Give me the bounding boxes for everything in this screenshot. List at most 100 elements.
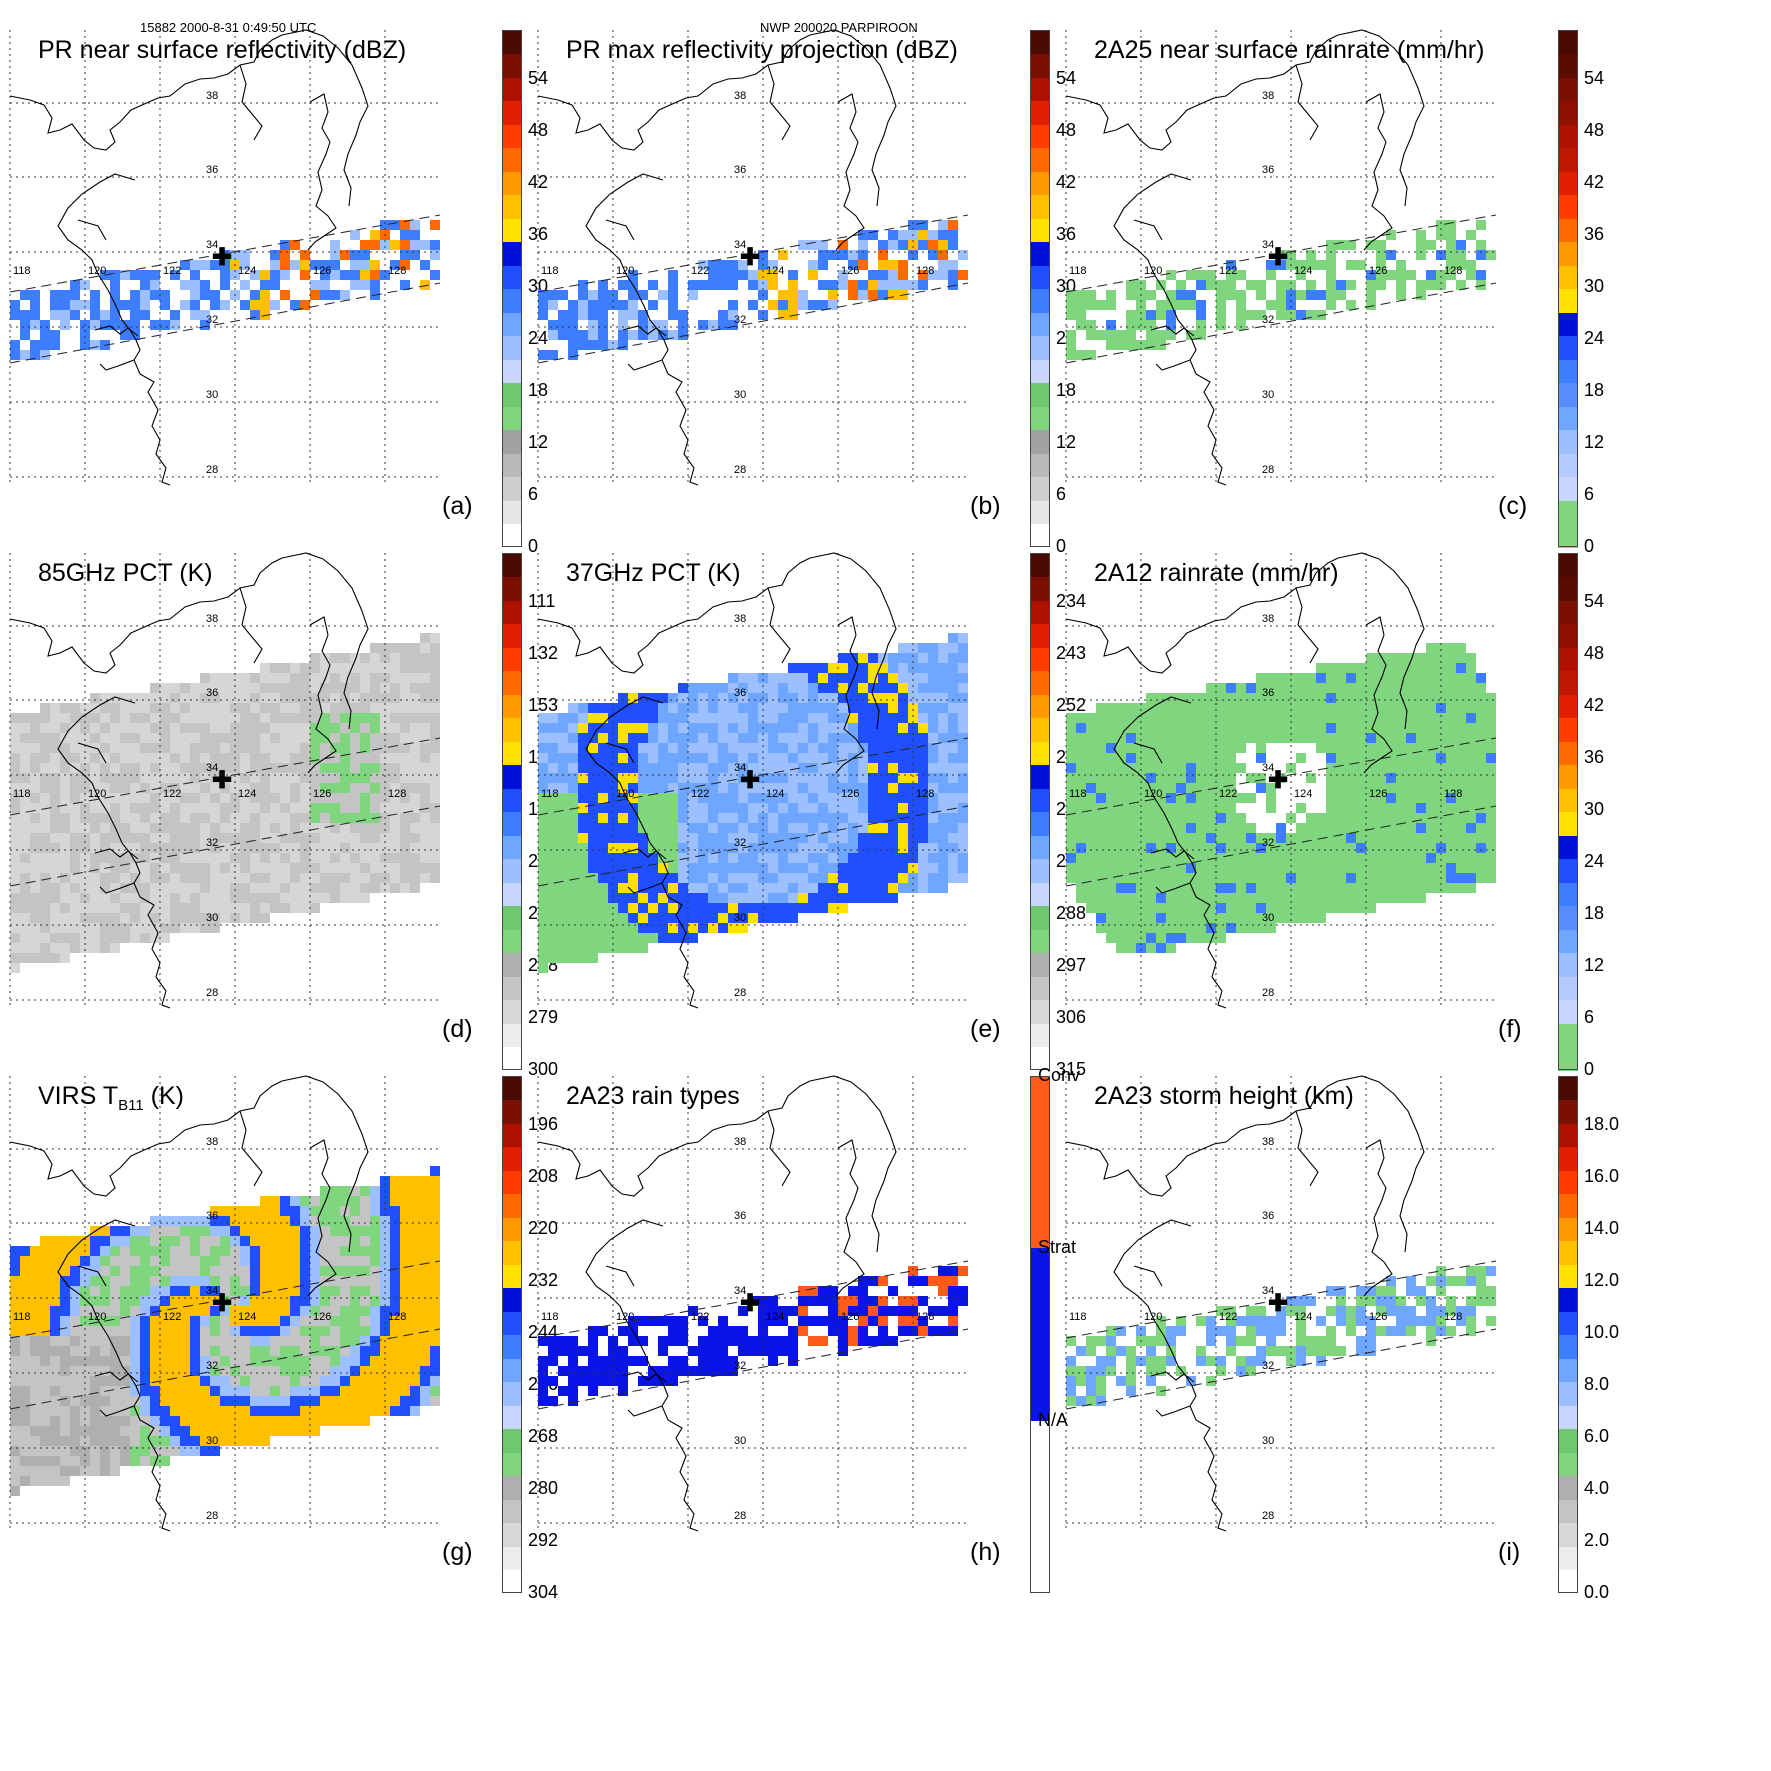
lon-label: 124 (1294, 265, 1312, 277)
field-layer (538, 220, 968, 360)
colorbar-frame (502, 30, 522, 547)
colorbar: 18.0 16.0 14.0 12.0 10.0 8.0 6.0 4.0 2.0 0.0 (1558, 1076, 1628, 1601)
panel-b: 118 120 122 124 126 128 38 36 34 32 30 28 ✚ PR max re… (537, 29, 1076, 555)
panel-letter: (g) (442, 1538, 473, 1566)
colorbar-swatch (1558, 764, 1578, 789)
lat-label: 28 (1262, 1510, 1274, 1522)
colorbar-swatch (1030, 194, 1050, 219)
colorbar-tick: 48 (1056, 120, 1077, 140)
field-layer (1066, 220, 1496, 360)
colorbar-swatch (1030, 858, 1050, 883)
lat-label: 36 (1262, 687, 1274, 699)
colorbar-tick: 10.0 (1584, 1322, 1620, 1342)
plus-icon: ✚ (740, 1290, 761, 1317)
colorbar-tick: 232 (528, 1270, 559, 1290)
colorbar-tick: 48 (1584, 643, 1605, 663)
colorbar-swatch (1558, 312, 1578, 337)
colorbar-swatch (502, 835, 522, 860)
colorbar-swatch (1030, 382, 1050, 407)
lon-label: 122 (691, 788, 709, 800)
lat-label: 36 (1262, 1210, 1274, 1222)
colorbar-swatch (502, 647, 522, 672)
colorbar-tick: 2.0 (1584, 1530, 1610, 1550)
lat-label: 38 (1262, 90, 1274, 102)
lat-label: 28 (734, 987, 746, 999)
colorbar: 234243252261270279288297306315 (1030, 553, 1100, 1078)
lat-label: 34 (206, 762, 218, 774)
lon-label: 122 (163, 265, 181, 277)
lon-label: 126 (1369, 265, 1387, 277)
lat-label: 32 (734, 837, 746, 849)
colorbar-swatch (1558, 382, 1578, 407)
colorbar-swatch (502, 523, 522, 548)
colorbar-tick: 4.0 (1584, 1478, 1610, 1498)
colorbar: 54 48 42 36 30 24 18 12 6 0 (1558, 30, 1628, 555)
swath-edges (1065, 737, 1497, 887)
colorbar-label: N/A (1038, 1410, 1069, 1430)
colorbar-tick: 12.0 (1584, 1270, 1620, 1290)
lat-label: 32 (206, 837, 218, 849)
lon-label: 120 (88, 788, 106, 800)
lat-label: 30 (734, 912, 746, 924)
colorbar-swatch (1030, 288, 1050, 313)
colorbar-tick: 18 (1584, 380, 1605, 400)
lat-label: 28 (734, 1510, 746, 1522)
colorbar-swatch (502, 429, 522, 454)
colorbar-swatch (1030, 265, 1050, 290)
lat-label: 32 (1262, 837, 1274, 849)
colorbar-swatch (1558, 670, 1578, 695)
colorbar-swatch (502, 1193, 522, 1218)
colorbar-tick: 315 (1056, 1059, 1087, 1079)
field-layer (1066, 643, 1496, 953)
colorbar-swatch (1558, 976, 1578, 1001)
colorbar-swatch (502, 1405, 522, 1430)
field-layer (1066, 1266, 1496, 1406)
colorbar-swatch (502, 1123, 522, 1148)
panel-letter: (b) (970, 492, 1001, 520)
colorbar-swatch (1558, 1546, 1578, 1571)
colorbar-swatch (1558, 218, 1578, 243)
lon-label: 122 (1219, 1311, 1237, 1323)
colorbar-swatch (502, 124, 522, 149)
lat-label: 32 (206, 1360, 218, 1372)
map-f: 118 120 122 124 126 128 38 36 34 32 30 28 (1065, 552, 1497, 1009)
panel-title: 85GHz PCT (K) (38, 559, 213, 588)
colorbar-swatch (502, 1452, 522, 1477)
header-storm-name: NWP 200020 PARPIROON (760, 20, 918, 35)
colorbar-swatch (1558, 147, 1578, 172)
colorbar-swatch (1558, 523, 1578, 548)
panel-title-text: 85GHz PCT (K) (38, 559, 213, 587)
lon-label: 126 (1369, 1311, 1387, 1323)
colorbar-swatch (1558, 359, 1578, 384)
colorbar-tick: 243 (1056, 643, 1087, 663)
colorbar-swatch (502, 1499, 522, 1524)
field-layer (538, 633, 968, 973)
lon-label: 120 (616, 265, 634, 277)
colorbar-swatch (502, 553, 522, 578)
panel-a: 118 120 122 124 126 128 38 36 34 32 30 28 ✚ PR near s… (9, 29, 548, 555)
colorbar-label: Strat (1038, 1237, 1077, 1257)
colorbar-swatch (1558, 882, 1578, 907)
colorbar-swatch (1558, 788, 1578, 813)
colorbar-swatch (502, 312, 522, 337)
colorbar-swatch (1558, 741, 1578, 766)
panel-i: 118 120 122 124 126 128 38 36 34 32 30 28 ✚ 2A23 stor… (1065, 1075, 1619, 1601)
colorbar-swatch (1030, 218, 1050, 243)
colorbar-swatch (502, 600, 522, 625)
lat-label: 36 (734, 164, 746, 176)
colorbar-swatch (1030, 147, 1050, 172)
colorbar-frame (1558, 553, 1578, 1070)
field-layer (10, 1166, 440, 1496)
lon-label: 124 (766, 788, 784, 800)
colorbar-tick: 208 (528, 1166, 559, 1186)
lon-label: 128 (1444, 265, 1462, 277)
map-c: 118 120 122 124 126 128 38 36 34 32 30 28 (1065, 29, 1497, 486)
colorbar-tick: 8.0 (1584, 1374, 1610, 1394)
panel-c: 118 120 122 124 126 128 38 36 34 32 30 28 ✚ 2A25 near… (1065, 29, 1604, 555)
lat-lon-grid (537, 30, 968, 485)
lon-label: 128 (388, 1311, 406, 1323)
colorbar-swatch (502, 265, 522, 290)
field-layer (10, 220, 440, 360)
panel-title: 2A25 near surface rainrate (mm/hr) (1094, 36, 1484, 65)
colorbar-swatch (1558, 100, 1578, 125)
